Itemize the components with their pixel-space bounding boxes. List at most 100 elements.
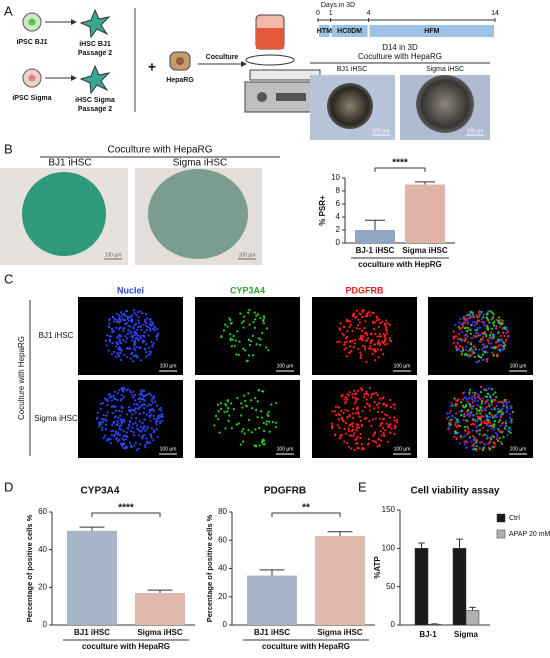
cell-signal bbox=[253, 311, 256, 314]
cell-signal bbox=[500, 344, 503, 347]
cell-signal bbox=[104, 339, 107, 342]
cell-signal bbox=[265, 423, 268, 426]
cell-signal bbox=[479, 391, 482, 394]
cell-signal bbox=[448, 411, 451, 415]
y-tick-label: 6 bbox=[336, 199, 341, 208]
cell-signal bbox=[456, 424, 460, 427]
cell-signal bbox=[457, 431, 460, 435]
cell-signal bbox=[486, 351, 489, 354]
cell-signal bbox=[251, 407, 254, 410]
cell-signal bbox=[386, 440, 389, 443]
x-axis-label: coculture with HepaRG bbox=[262, 642, 350, 651]
cell-signal bbox=[348, 325, 351, 328]
x-tick-label: Sigma iHSC bbox=[137, 628, 183, 637]
cell-signal bbox=[459, 401, 463, 404]
cell-signal bbox=[452, 337, 455, 340]
cell-signal bbox=[478, 340, 481, 343]
cell-signal bbox=[356, 324, 359, 327]
cell-signal bbox=[455, 437, 458, 441]
cell-signal bbox=[509, 407, 512, 410]
cell-signal bbox=[352, 416, 355, 419]
cell-signal bbox=[361, 310, 364, 313]
scale-label: 100 µm bbox=[277, 446, 294, 452]
cell-signal bbox=[337, 412, 340, 416]
cell-signal bbox=[495, 341, 498, 344]
cell-signal bbox=[351, 339, 354, 342]
cell-signal bbox=[130, 445, 133, 449]
cell-signal bbox=[351, 425, 354, 428]
cell-signal bbox=[359, 419, 363, 422]
cell-signal bbox=[457, 398, 460, 401]
cell-signal bbox=[118, 316, 121, 319]
cell-signal bbox=[142, 341, 145, 344]
cell-signal bbox=[482, 313, 486, 316]
cell-signal bbox=[447, 426, 450, 429]
cell-signal bbox=[129, 410, 132, 413]
cell-signal bbox=[144, 446, 147, 449]
cell-signal bbox=[502, 435, 505, 439]
cell-signal bbox=[467, 355, 471, 358]
cell-signal bbox=[147, 346, 151, 349]
cell-signal bbox=[139, 359, 143, 362]
cell-signal bbox=[477, 315, 480, 319]
cell-signal bbox=[486, 429, 489, 432]
cell-signal bbox=[101, 426, 104, 429]
cell-signal bbox=[268, 420, 271, 423]
cell-signal bbox=[472, 419, 475, 422]
x-tick-label: Sigma iHSC bbox=[402, 246, 448, 255]
cell-signal bbox=[460, 353, 464, 356]
cell-signal bbox=[220, 407, 223, 410]
cell-signal bbox=[459, 338, 462, 341]
cell-signal bbox=[361, 410, 364, 413]
cell-signal bbox=[367, 347, 371, 350]
cell-signal bbox=[108, 340, 111, 343]
cell-signal bbox=[146, 405, 149, 408]
cell-signal bbox=[152, 395, 155, 398]
cell-signal bbox=[126, 317, 129, 321]
cell-signal bbox=[500, 422, 504, 425]
cell-signal bbox=[224, 323, 227, 326]
cell-signal bbox=[129, 347, 132, 350]
cell-signal bbox=[155, 417, 159, 421]
cell-signal bbox=[116, 336, 119, 339]
cell-signal bbox=[469, 342, 473, 346]
cell-signal bbox=[361, 339, 364, 342]
cell-signal bbox=[456, 420, 459, 423]
cell-signal bbox=[379, 321, 382, 325]
cell-signal bbox=[473, 423, 476, 426]
cell-signal bbox=[102, 418, 105, 421]
cell-signal bbox=[502, 404, 505, 407]
cell-signal bbox=[495, 327, 498, 330]
cell-signal bbox=[367, 437, 371, 441]
cell-signal bbox=[117, 433, 120, 436]
cell-signal bbox=[349, 339, 352, 342]
phase-label: HTM bbox=[317, 28, 332, 35]
cell-signal bbox=[116, 440, 119, 443]
cell-signal bbox=[372, 434, 375, 437]
cell-signal bbox=[474, 447, 477, 450]
cell-signal bbox=[161, 415, 165, 418]
cell-signal bbox=[496, 355, 499, 358]
cell-signal bbox=[372, 327, 376, 331]
cell-signal bbox=[379, 335, 383, 338]
cell-signal bbox=[464, 446, 468, 449]
cell-signal bbox=[496, 433, 499, 436]
cell-signal bbox=[478, 348, 481, 351]
cell-signal bbox=[112, 429, 115, 433]
cell-signal bbox=[352, 407, 355, 410]
cell-signal bbox=[465, 330, 469, 333]
cell-signal bbox=[455, 431, 458, 435]
cell-signal bbox=[346, 335, 349, 339]
cell-signal bbox=[476, 420, 479, 423]
cell-signal bbox=[485, 316, 488, 319]
panel-title: Coculture with HepaRG bbox=[107, 145, 212, 156]
cell-signal bbox=[469, 348, 472, 352]
cell-signal bbox=[464, 396, 467, 399]
cell-signal bbox=[491, 414, 494, 417]
cell-signal bbox=[260, 440, 264, 444]
cell-signal bbox=[480, 420, 483, 423]
y-tick-label: 50 bbox=[386, 582, 395, 591]
cell-signal bbox=[486, 357, 489, 360]
cell-signal bbox=[464, 434, 467, 437]
cell-signal bbox=[133, 324, 136, 327]
